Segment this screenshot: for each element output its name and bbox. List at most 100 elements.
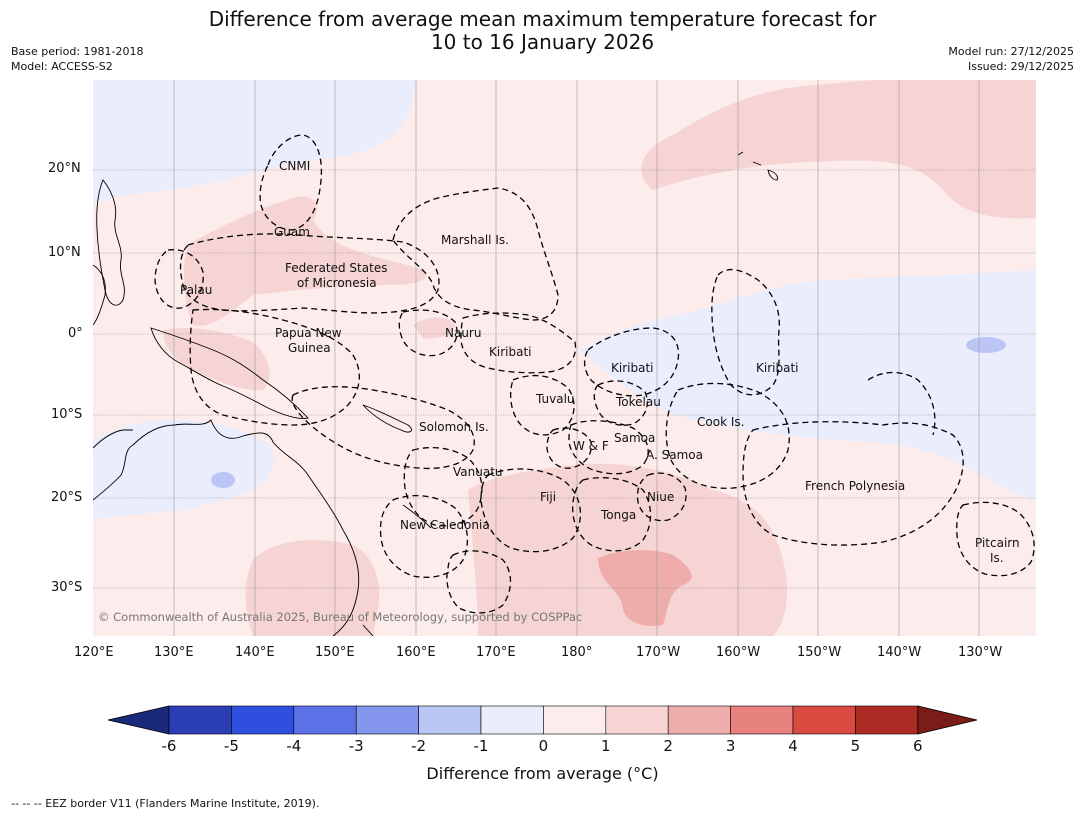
label-french-polynesia: French Polynesia [805,479,905,493]
y-tick-label: 20°N [48,161,81,176]
x-tick-label: 150°W [797,645,842,660]
label-pitcairn-1: Pitcairn [975,536,1020,550]
colorbar-segment [168,705,232,735]
eez-solomon [291,386,475,470]
eez-palau [154,249,204,309]
eez-nauru [398,309,458,357]
longitude-gridlines [173,80,980,636]
warm-region-southwest-pacific [468,463,788,636]
x-tick-label: 160°E [396,645,436,660]
colorbar-tick: 5 [850,737,861,755]
label-pitcairn-2: Is. [990,551,1004,565]
meta-left: Base period: 1981-2018 Model: ACCESS-S2 [11,44,143,74]
colorbar-tick: 1 [601,737,611,755]
map-title: Difference from average mean maximum tem… [0,8,1085,54]
new-zealand-coast [362,624,374,636]
label-solomon: Solomon Is. [419,420,489,434]
eez-niue [636,472,687,522]
x-tick-label: 130°W [958,645,1003,660]
label-niue: Niue [647,490,674,504]
colorbar-segment [667,705,731,735]
colorbar-segment [355,705,419,735]
borneo-coast [93,264,106,326]
eez-kiribati-east [711,268,780,396]
label-cnmi: CNMI [279,159,310,173]
eez-new-caledonia [379,494,469,578]
y-tick-label: 10°S [51,407,83,422]
x-tick-label: 130°E [154,645,194,660]
eez-samoa [568,420,649,475]
label-kiribati-central: Kiribati [611,361,653,375]
title-line-2: 10 to 16 January 2026 [430,30,655,54]
model-run: Model run: 27/12/2025 [948,45,1074,58]
label-wf: W & F [573,439,609,453]
solomon-coast [362,404,412,433]
label-png-2: Guinea [288,341,331,355]
label-cook: Cook Is. [697,415,744,429]
colorbar-segment [418,705,482,735]
x-tick-label: 120°E [74,645,114,660]
label-png-1: Papua New [275,326,342,340]
eez-marshall [392,187,559,321]
colorbar-tick: -5 [223,737,239,755]
colorbar-tick: 6 [913,737,923,755]
new-caledonia-coast [402,504,432,529]
label-tonga: Tonga [600,508,636,522]
colorbar-tick: 4 [788,737,798,755]
colorbar-segment [792,705,856,735]
title-line-1: Difference from average mean maximum tem… [208,7,877,31]
colorbar-tick: 3 [725,737,736,755]
philippines-coast [96,179,125,306]
eez-borders [154,134,1035,614]
x-tick-label: 160°W [716,645,761,660]
colorbar-tick: -4 [286,737,302,755]
colorbar-tick: -3 [348,737,364,755]
y-tick-label: 30°S [51,580,83,595]
y-tick-label: 10°N [48,245,81,260]
colorbar-segment [480,705,544,735]
eez-tuvalu [510,374,575,436]
label-kiribati-east: Kiribati [756,361,798,375]
hawaii-coast [737,151,778,181]
warm-region-south-core [598,550,692,627]
australia-north [93,429,133,449]
x-tick-label: 180° [561,645,593,660]
x-tick-label: 150°E [315,645,355,660]
x-tick-label: 140°E [235,645,275,660]
place-labels: CNMI Guam Marshall Is. Federated States … [180,159,1020,565]
warm-region-nauru [413,317,455,339]
eez-fsm [179,233,440,314]
label-nauru: Nauru [445,326,481,340]
label-marshall: Marshall Is. [441,233,509,247]
colorbar-segment [543,705,607,735]
copyright-text: © Commonwealth of Australia 2025, Bureau… [98,610,582,624]
eez-vanuatu [403,447,483,527]
colorbar-segment [605,705,669,735]
label-vanuatu: Vanuatu [453,465,503,479]
model-name: Model: ACCESS-S2 [11,60,113,73]
colorbar-extend-low [107,705,170,735]
eez-kiribati-west [460,312,577,374]
colorbar-tick: 0 [538,737,549,755]
warm-region-tasman [245,540,380,636]
colorbar-segment [231,705,295,735]
cool-spot-east [966,337,1006,353]
x-tick-label: 170°E [476,645,516,660]
label-fsm-2: of Micronesia [297,276,377,290]
label-new-caledonia: New Caledonia [400,518,490,532]
colorbar-segment [730,705,794,735]
label-fsm-1: Federated States [285,261,387,275]
colorbar-tick: -1 [473,737,489,755]
eez-png [189,308,360,426]
label-asamoa: A. Samoa [646,448,703,462]
label-tokelau: Tokelau [615,395,661,409]
latitude-gridlines [93,169,1036,589]
warm-region-png [163,328,270,391]
eez-tokelau [593,380,648,426]
eez-cook [665,382,790,489]
label-tuvalu: Tuvalu [535,392,575,406]
label-samoa: Samoa [614,431,655,445]
eez-kermadec [446,550,512,614]
colorbar-extend-high [917,705,978,735]
